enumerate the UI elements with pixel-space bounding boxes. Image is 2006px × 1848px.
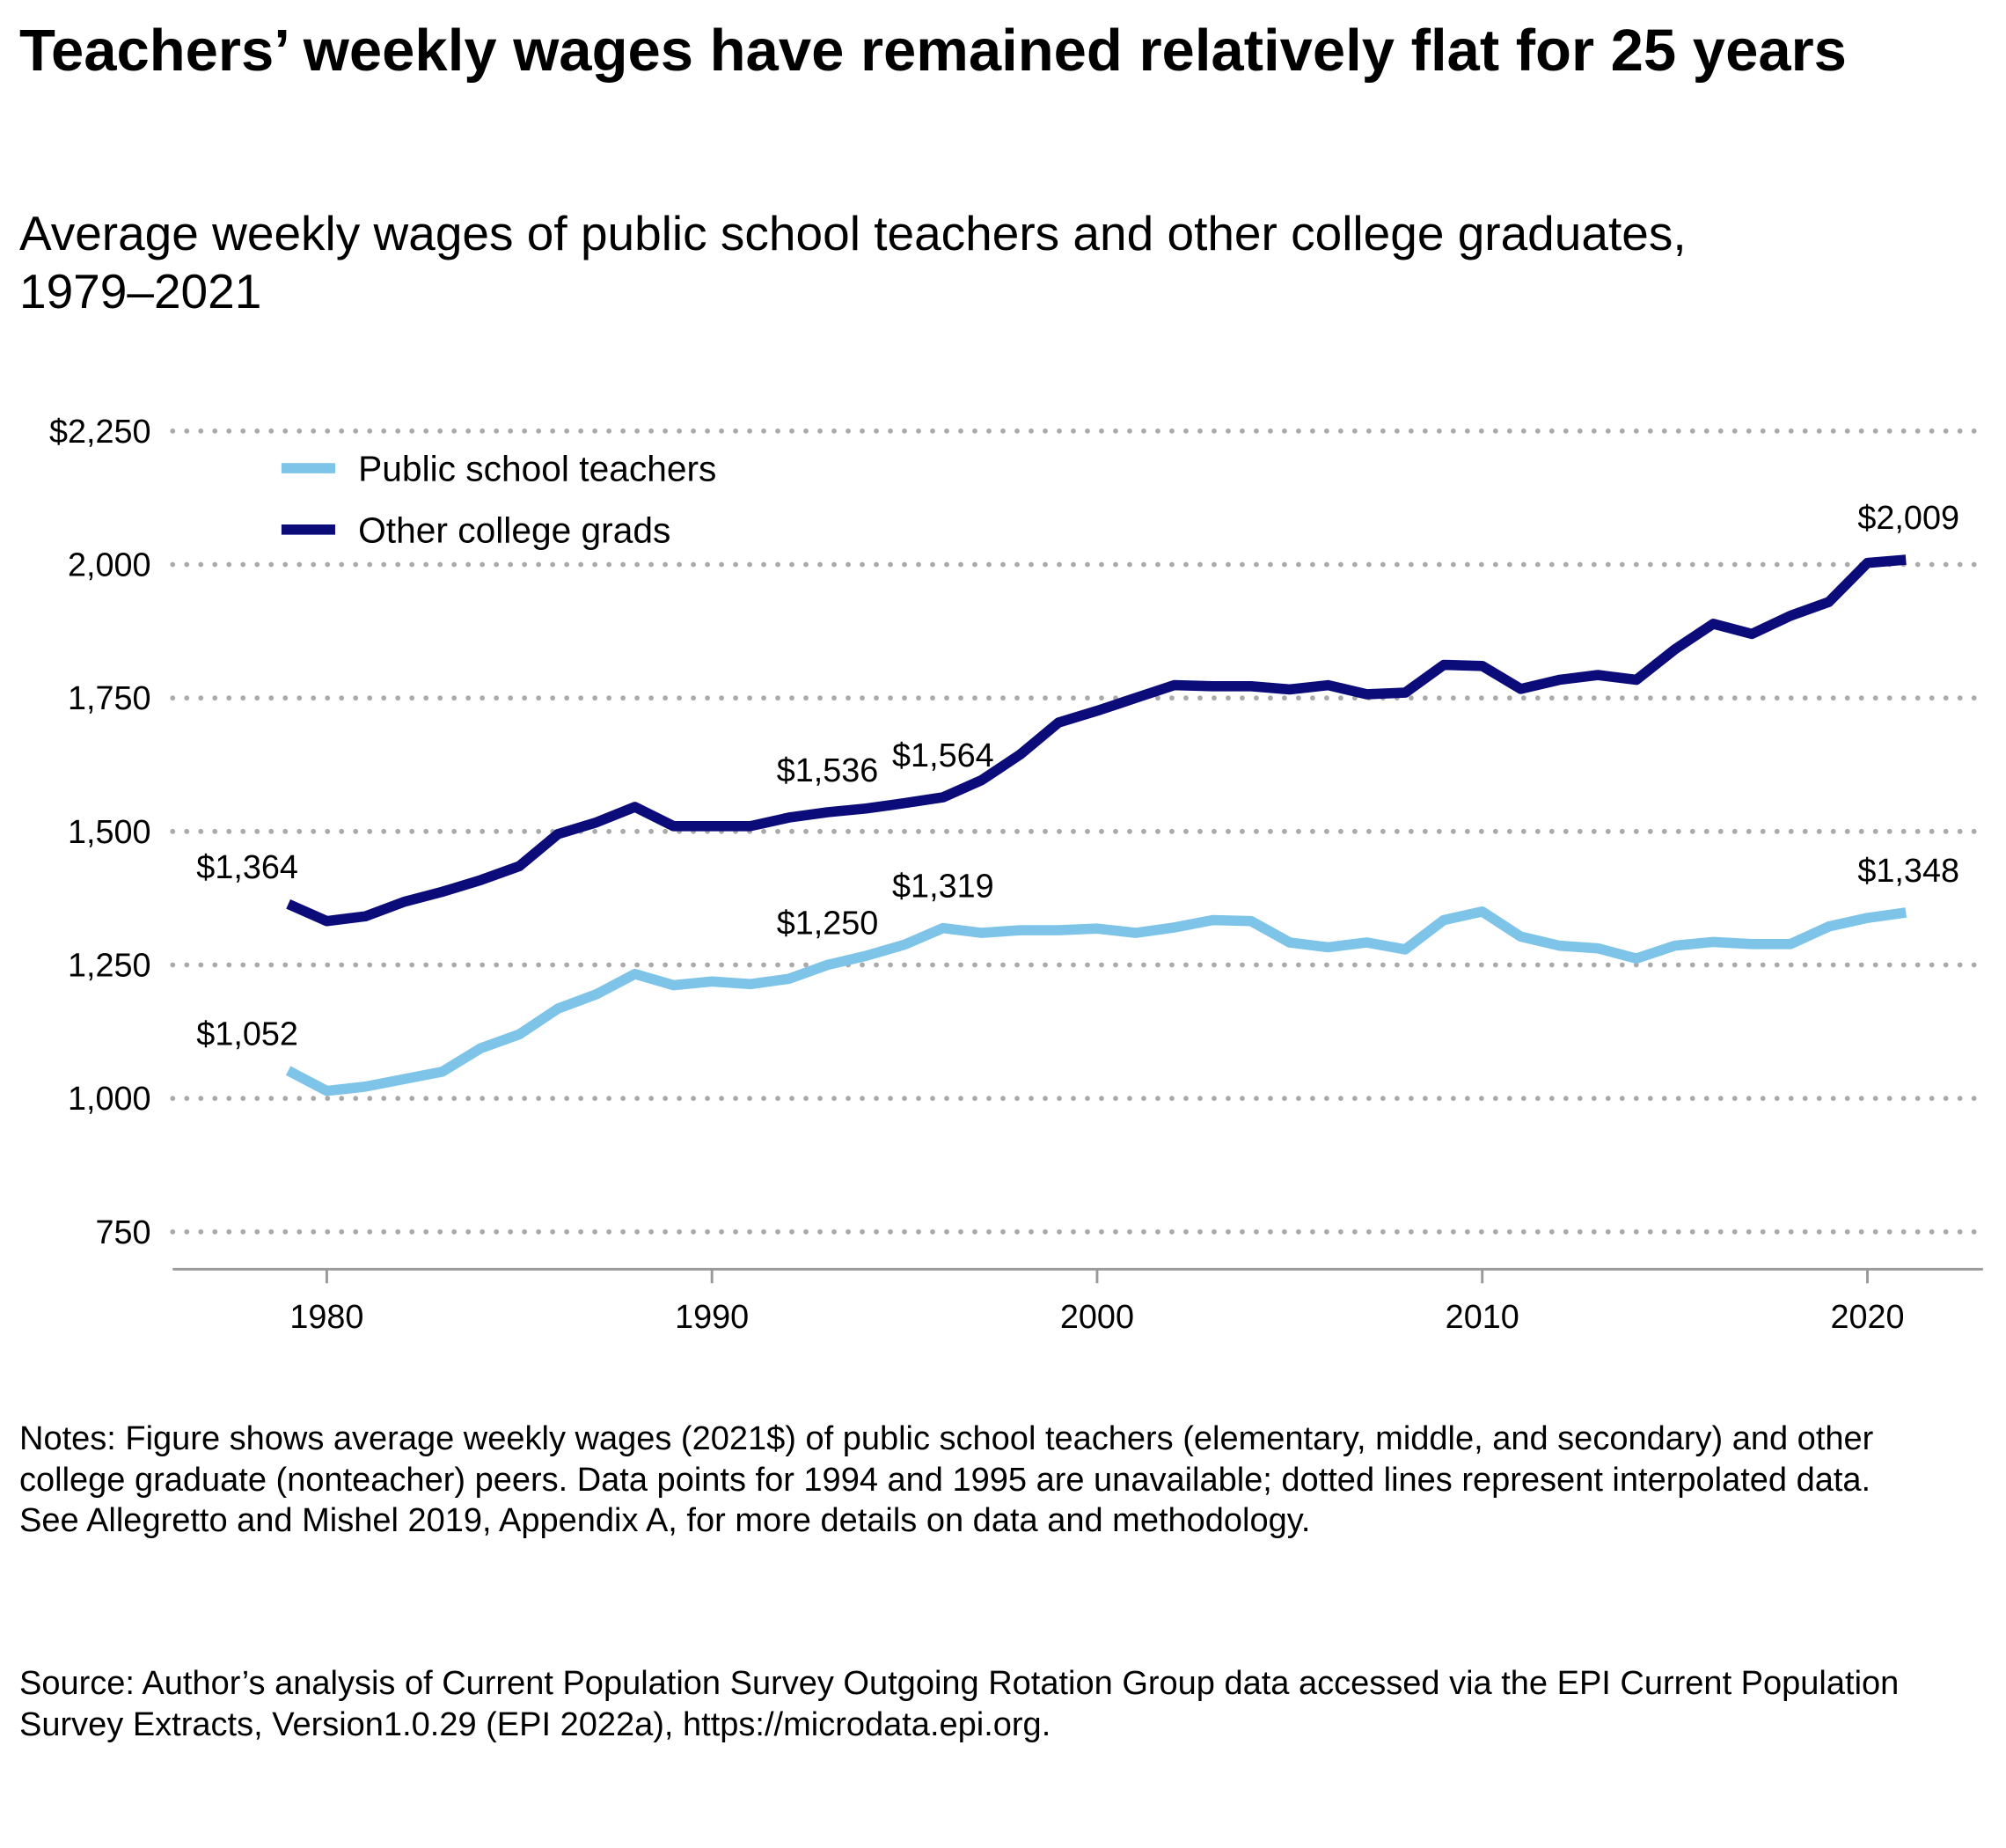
x-tick-label: 1980	[289, 1299, 363, 1336]
data-label: $1,052	[196, 1016, 298, 1053]
series-line	[285, 906, 1907, 1096]
x-tick-label: 2020	[1830, 1299, 1904, 1336]
source: Source: Author’s analysis of Current Pop…	[19, 1665, 1900, 1743]
data-label: $1,564	[892, 737, 994, 774]
chart-subtitle: Average weekly wages of public school te…	[19, 206, 1687, 319]
x-tick-label: 1990	[675, 1299, 749, 1336]
data-label: $1,250	[777, 906, 879, 942]
x-tick-label: 2010	[1446, 1299, 1519, 1336]
data-label: $1,364	[196, 849, 298, 886]
y-tick-label: 1,250	[68, 948, 151, 985]
y-tick-label: 1,500	[68, 814, 151, 851]
chart-title: Teachers’ weekly wages have remained rel…	[19, 18, 1847, 84]
legend-label: Other college grads	[358, 510, 670, 550]
x-tick-label: 2000	[1060, 1299, 1134, 1336]
y-tick-label: 1,750	[68, 680, 151, 717]
data-label: $2,009	[1857, 500, 1959, 537]
y-tick-label: $2,250	[49, 414, 151, 451]
series-line	[286, 554, 1907, 927]
data-label: $1,319	[892, 869, 994, 906]
y-tick-label: 1,000	[68, 1081, 151, 1118]
data-label: $1,536	[777, 752, 879, 789]
data-label: $1,348	[1857, 853, 1959, 890]
notes: Notes: Figure shows average weekly wages…	[19, 1420, 1874, 1539]
y-tick-label: 2,000	[68, 547, 151, 584]
chart: 750 1,000 1,250 1,500 1,750 2,000 $2,250 1980 19…	[49, 414, 1986, 1336]
legend-label: Public school teachers	[358, 449, 716, 489]
y-tick-label: 750	[96, 1214, 151, 1251]
